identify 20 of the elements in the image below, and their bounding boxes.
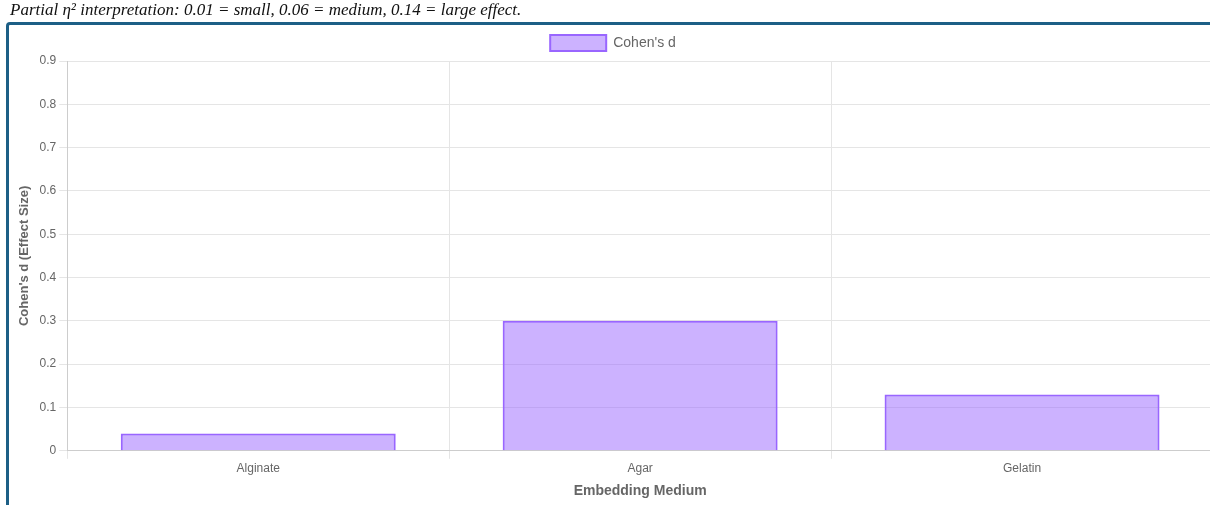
- y-tick-label: 0.3: [39, 313, 57, 328]
- bar: [502, 320, 778, 451]
- x-tick-label: Agar: [627, 461, 653, 476]
- y-tick-label: 0.4: [39, 269, 57, 284]
- y-tick-label: 0.7: [39, 139, 57, 154]
- bar: [120, 433, 396, 451]
- x-tick-label: Alginate: [236, 461, 281, 476]
- y-tick-label: 0.6: [39, 183, 57, 198]
- text: Partial η² interpretation: 0.01 = small, 0.06 = medium, 0.14 = large effect.: [9, 0, 523, 21]
- y-tick-label: 0.5: [39, 226, 57, 241]
- x-tick-label: Gelatin: [1003, 461, 1042, 476]
- x-axis-title: Embedding Medium: [573, 482, 707, 499]
- y-tick-label: 0.9: [39, 53, 57, 68]
- y-tick-label: 0: [49, 443, 57, 458]
- y-tick-label: 0.8: [39, 96, 57, 111]
- y-axis-title: Cohen's d (Effect Size): [16, 185, 32, 327]
- bar: [884, 394, 1160, 451]
- y-tick-label: 0.2: [39, 356, 57, 371]
- legend-label: Cohen's d: [613, 33, 676, 50]
- y-tick-label: 0.1: [39, 399, 57, 414]
